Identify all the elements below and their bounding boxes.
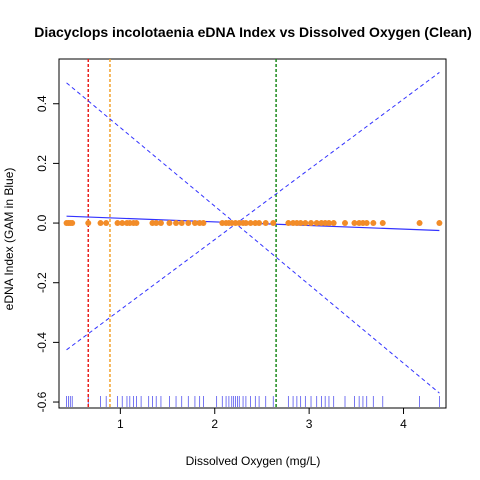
y-tick-label: -0.2 [35,272,49,293]
data-point [85,220,92,227]
data-point [285,220,292,227]
data-point [247,220,254,227]
data-point [133,220,140,227]
confidence-band-lower [66,82,440,394]
data-point [416,220,423,227]
x-tick-label: 2 [211,417,218,431]
y-tick-label: 0.4 [35,95,49,112]
x-tick-label: 4 [400,417,407,431]
x-tick-label: 1 [117,417,124,431]
data-point [297,220,304,227]
y-tick-label: 0.0 [35,214,49,231]
data-point [313,220,320,227]
data-point [153,220,160,227]
data-point [97,220,104,227]
data-point [119,220,126,227]
y-tick-label: -0.4 [35,332,49,353]
data-point [262,220,269,227]
plot-frame [58,58,447,409]
data-point [178,220,185,227]
data-point [308,220,315,227]
data-point [69,220,76,227]
data-point [330,220,337,227]
data-point [256,220,263,227]
data-point [185,220,192,227]
x-axis-label: Dissolved Oxygen (mg/L) [186,454,321,468]
data-point [157,220,164,227]
data-point [200,220,207,227]
y-tick-label: -0.6 [35,391,49,412]
data-point [242,220,249,227]
data-point [370,220,377,227]
data-point [363,220,370,227]
data-point [114,220,121,227]
data-point [351,220,358,227]
chart-title: Diacyclops incolotaenia eDNA Index vs Di… [34,24,472,40]
data-point [302,220,309,227]
chart-marks: 1 2 3 4 -0.6 -0.4 -0.2 0.0 0.2 0.4 [35,59,443,431]
data-point [436,220,443,227]
data-point [173,220,180,227]
data-point [191,220,198,227]
data-point [270,220,277,227]
data-point [103,220,110,227]
data-point [325,220,332,227]
y-tick-label: 0.2 [35,155,49,172]
x-tick-label: 3 [306,417,313,431]
y-axis-label: eDNA Index (GAM in Blue) [2,168,16,311]
confidence-band-upper [66,72,440,351]
data-point [379,220,386,227]
data-point [166,220,173,227]
data-point [342,220,349,227]
